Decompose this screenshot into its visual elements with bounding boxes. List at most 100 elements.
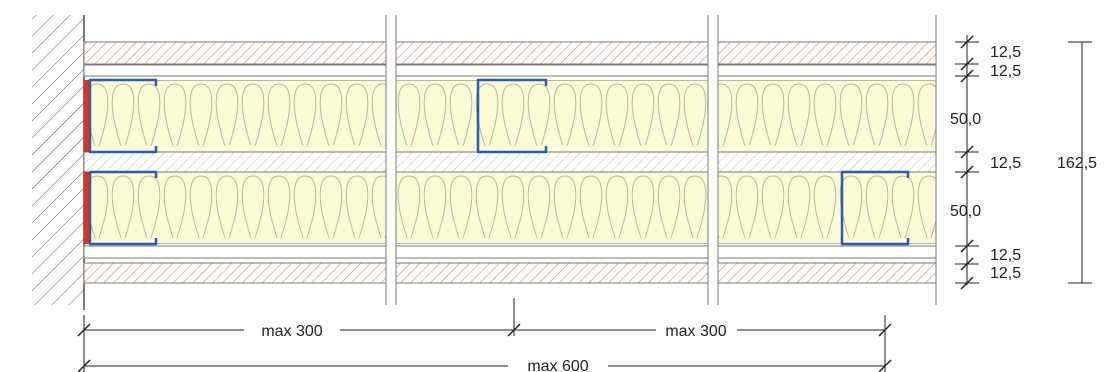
insulation-loop xyxy=(267,83,291,147)
total-span-tick-right xyxy=(878,359,892,372)
joint-gap-2 xyxy=(708,15,718,305)
insulation-layer-lower-seg-2 xyxy=(395,172,709,244)
inner-board-top-3 xyxy=(717,64,937,77)
insulation-layer-lower-seg-3 xyxy=(717,172,936,244)
insulation-layer-upper xyxy=(84,80,936,152)
middle-board-1 xyxy=(83,151,387,173)
inner-board-bottom-2 xyxy=(395,245,709,259)
insulation-loop xyxy=(527,83,551,147)
outer-board-top-2 xyxy=(395,41,709,65)
insulation-loop xyxy=(449,175,473,239)
insulation-loop xyxy=(553,83,577,147)
insulation-loop xyxy=(631,83,655,147)
insulation-loop xyxy=(787,175,811,239)
span-dim-left-label: max 300 xyxy=(261,323,322,340)
span-tick-right xyxy=(878,323,892,337)
middle-board-2 xyxy=(395,151,709,173)
wall-hatch xyxy=(32,15,84,305)
insulation-loop xyxy=(293,83,317,147)
insulation-loop xyxy=(319,175,343,239)
span-dim-right-label: max 300 xyxy=(665,323,726,340)
insulation-loop xyxy=(865,175,889,239)
outer-board-top-1 xyxy=(83,41,387,65)
profile-wall-lower xyxy=(88,170,158,246)
insulation-loop xyxy=(111,83,135,147)
insulation-loop xyxy=(605,175,629,239)
insulation-loop xyxy=(579,175,603,239)
insulation-loop xyxy=(657,83,681,147)
insulation-loop xyxy=(917,175,936,239)
outer-board-bottom-2 xyxy=(395,262,709,284)
insulation-loop xyxy=(241,175,265,239)
existing-wall xyxy=(32,15,85,310)
insulation-loop xyxy=(345,83,369,147)
insulation-loop xyxy=(423,83,447,147)
layer-dim-5: 50,0 xyxy=(950,203,981,220)
outer-board-top-3 xyxy=(717,41,937,65)
insulation-loop xyxy=(813,175,837,239)
total-layer-dim: 162,5 xyxy=(1057,155,1097,172)
inner-board-bottom-1 xyxy=(83,245,387,259)
insulation-loop xyxy=(111,175,135,239)
layer-dim-2: 12,5 xyxy=(990,63,1021,80)
insulation-layer-lower xyxy=(84,172,936,244)
outer-board-bottom-3 xyxy=(717,262,937,284)
metal-profiles xyxy=(88,78,910,246)
sealing-strip xyxy=(84,80,89,244)
span-tick-left xyxy=(77,323,91,337)
insulation-loop xyxy=(215,83,239,147)
insulation-loop xyxy=(241,83,265,147)
insulation-loop xyxy=(735,83,759,147)
insulation-loop xyxy=(891,175,915,239)
inner-board-top-1 xyxy=(83,64,387,77)
middle-board-3 xyxy=(717,151,937,173)
joint-gap-1 xyxy=(386,15,396,305)
layer-dimension-chain: 12,5 12,5 50,0 12,5 50,0 12,5 12,5 162,5 xyxy=(950,35,1097,290)
insulation-loop xyxy=(163,83,187,147)
inner-board-bottom-3 xyxy=(717,245,937,259)
layer-dim-4: 12,5 xyxy=(990,155,1021,172)
outer-board-bottom-1 xyxy=(83,262,387,284)
insulation-loop xyxy=(657,175,681,239)
insulation-loop xyxy=(865,83,889,147)
insulation-loop xyxy=(761,83,785,147)
sealing-strip-upper xyxy=(84,80,89,152)
insulation-loop xyxy=(527,175,551,239)
board-layers xyxy=(83,41,937,284)
profile-wall-upper xyxy=(88,78,158,154)
total-span-tick-left xyxy=(77,359,91,372)
insulation-loop xyxy=(683,175,707,239)
insulation-loop xyxy=(553,175,577,239)
insulation-loop xyxy=(189,83,213,147)
insulation-loop xyxy=(267,175,291,239)
insulation-loop xyxy=(501,83,525,147)
insulation-loop xyxy=(605,83,629,147)
total-span-label: max 600 xyxy=(527,358,588,372)
insulation-loop xyxy=(293,175,317,239)
span-dimension-chain: max 300 max 300 max 600 xyxy=(77,298,892,372)
layer-dim-7: 12,5 xyxy=(990,265,1021,282)
insulation-loop xyxy=(423,175,447,239)
insulation-loop xyxy=(215,175,239,239)
insulation-loop xyxy=(319,83,343,147)
insulation-loop xyxy=(137,83,161,147)
insulation-loop xyxy=(345,175,369,239)
insulation-loop xyxy=(891,83,915,147)
insulation-loop xyxy=(137,175,161,239)
sealing-strip-lower xyxy=(84,172,89,244)
span-tick-middle xyxy=(507,323,521,337)
inner-board-top-2 xyxy=(395,64,709,77)
layer-dim-6: 12,5 xyxy=(990,247,1021,264)
insulation-layer-lower-seg-1 xyxy=(84,172,387,244)
insulation-loop xyxy=(761,175,785,239)
insulation-loop xyxy=(917,83,936,147)
insulation-loop xyxy=(397,175,421,239)
insulation-loop xyxy=(683,83,707,147)
insulation-loop xyxy=(631,175,655,239)
profile-stud-lower xyxy=(840,170,910,246)
insulation-loop xyxy=(163,175,187,239)
insulation-loop xyxy=(189,175,213,239)
insulation-loop xyxy=(397,83,421,147)
insulation-loop xyxy=(839,83,863,147)
